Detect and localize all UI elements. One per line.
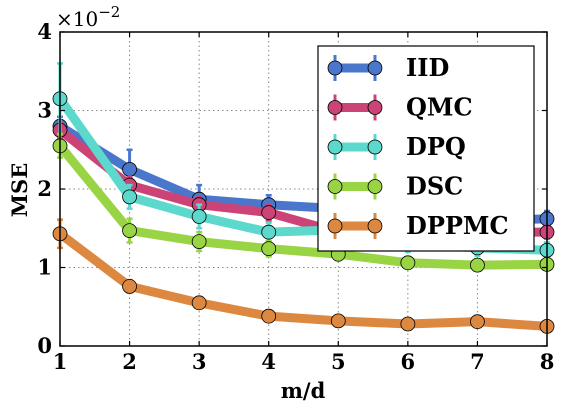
series-line <box>56 142 548 270</box>
data-point <box>400 255 416 271</box>
legend-item-iid: IID <box>327 53 449 82</box>
data-point <box>122 161 137 177</box>
x-tick-label: 4 <box>261 349 276 374</box>
legend-marker <box>367 218 383 234</box>
data-point <box>470 314 485 330</box>
data-point <box>122 223 137 239</box>
y-tick-label: 3 <box>37 98 52 123</box>
y-multiplier-base: ×10 <box>56 7 98 31</box>
legend-marker <box>367 60 383 76</box>
data-point <box>261 224 277 240</box>
legend-marker <box>327 100 343 115</box>
legend-marker <box>367 100 383 115</box>
x-tick-label: 5 <box>331 349 346 374</box>
data-point <box>122 278 137 294</box>
data-point <box>261 205 277 220</box>
x-tick-label: 6 <box>401 349 416 374</box>
legend-label: DPPMC <box>406 211 509 240</box>
data-point <box>330 313 346 329</box>
legend-marker <box>327 179 343 194</box>
y-multiplier-label: ×10−2 <box>56 3 120 31</box>
data-point <box>470 257 485 273</box>
x-tick-label: 3 <box>192 349 207 374</box>
legend-item-dppmc: DPPMC <box>327 211 509 240</box>
x-tick-label: 2 <box>122 349 137 374</box>
legend-marker <box>327 139 343 155</box>
legend-marker <box>367 179 383 194</box>
legend-marker <box>327 218 343 234</box>
legend-label: DPQ <box>406 132 466 161</box>
data-point <box>400 316 416 332</box>
data-point <box>261 241 277 257</box>
data-point <box>191 234 207 249</box>
series-line <box>57 230 548 331</box>
legend-item-dsc: DSC <box>327 172 463 201</box>
data-point <box>122 189 137 205</box>
data-point <box>191 295 207 311</box>
y-tick-label: 2 <box>37 176 52 201</box>
legend-marker <box>327 60 343 76</box>
series-dppmc <box>52 218 555 334</box>
y-multiplier-exponent: −2 <box>98 3 120 21</box>
x-tick-label: 1 <box>53 349 68 374</box>
x-axis-label: m/d <box>281 378 326 403</box>
legend-label: IID <box>406 53 449 82</box>
series-dsc <box>52 132 555 273</box>
y-tick-label: 1 <box>37 255 52 280</box>
y-tick-label: 0 <box>37 333 52 358</box>
legend: IID QMC DPQ DSC DPPMC <box>317 45 535 252</box>
data-point <box>261 308 277 324</box>
x-tick-label: 8 <box>540 349 555 374</box>
y-axis-label: MSE <box>7 163 32 217</box>
y-tick-label: 4 <box>37 19 52 44</box>
legend-label: QMC <box>406 93 473 122</box>
legend-label: DSC <box>406 172 463 201</box>
data-point <box>191 209 207 224</box>
legend-marker <box>367 139 383 155</box>
legend-item-qmc: QMC <box>327 93 473 122</box>
x-tick-label: 7 <box>470 349 485 374</box>
legend-item-dpq: DPQ <box>327 132 466 161</box>
